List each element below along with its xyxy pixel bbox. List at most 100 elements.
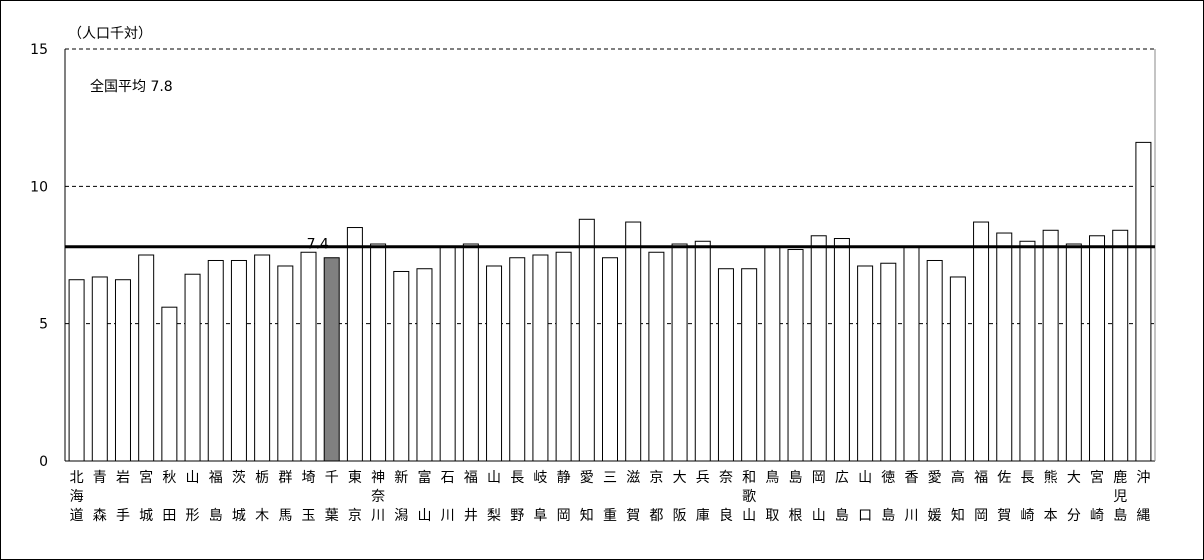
x-label-24-1: 賀 [626,508,640,524]
x-label-28-1: 良 [719,508,733,524]
x-label-40-1: 賀 [997,508,1011,524]
bar-13 [370,243,387,462]
x-label-3-1: 城 [139,508,153,524]
x-label-24-0: 滋 [626,470,640,486]
bar-9 [277,265,294,462]
x-label-14-0: 新 [394,470,408,486]
x-label-43-0: 大 [1067,470,1081,486]
x-label-38-1: 知 [951,507,965,524]
bar-44 [1089,235,1106,462]
bar-36 [903,246,920,462]
x-label-33-0: 広 [835,470,849,486]
x-label-8-1: 木 [255,508,269,524]
y-tick-label-15: 15 [30,42,48,58]
x-label-20-1: 阜 [533,507,547,524]
x-label-45-1: 児 [1113,489,1127,505]
x-label-33-1: 島 [835,508,849,524]
x-label-12-1: 京 [348,508,362,524]
x-label-25-0: 京 [649,470,663,486]
x-label-45-0: 鹿 [1113,469,1127,486]
bar-40 [996,232,1013,462]
bar-38 [949,276,966,462]
x-label-7-0: 茨 [232,470,246,486]
x-label-25-1: 都 [649,508,663,524]
bar-8 [254,254,271,462]
x-label-30-0: 鳥 [765,470,779,486]
bar-18 [486,265,503,462]
x-label-7-1: 城 [232,508,246,524]
x-label-2-0: 岩 [116,470,130,486]
bar-23 [602,257,618,462]
y-tick-label-0: 0 [39,454,48,470]
x-label-23-0: 三 [603,470,617,486]
x-label-37-1: 媛 [928,508,942,524]
y-tick-label-5: 5 [39,317,48,333]
bar-11 [323,257,340,462]
bar-14 [393,270,410,462]
x-label-29-2: 山 [742,508,756,524]
bar-35 [880,262,897,462]
x-label-13-2: 川 [371,508,385,524]
x-label-35-1: 島 [881,508,895,524]
bar-20 [532,254,549,462]
average-note: 全国平均 7.8 [90,78,173,95]
x-label-31-1: 根 [789,508,803,524]
x-label-0-0: 北 [70,470,84,486]
x-label-4-0: 秋 [162,470,176,486]
bar-24 [625,221,642,462]
bar-21 [555,251,572,462]
x-label-9-0: 群 [278,470,292,486]
x-label-5-1: 形 [186,508,200,524]
x-label-16-0: 石 [441,470,455,486]
x-label-32-0: 岡 [812,470,826,486]
x-label-8-0: 栃 [255,470,269,486]
x-label-13-1: 奈 [371,489,385,505]
x-label-27-1: 庫 [696,507,710,524]
bar-6 [207,259,224,462]
x-label-22-1: 知 [580,507,594,524]
x-label-15-1: 山 [417,508,431,524]
bar-5 [184,273,201,462]
x-label-12-0: 東 [348,470,362,486]
x-label-21-1: 岡 [557,508,571,524]
bar-31 [787,249,804,462]
x-label-5-0: 山 [186,470,200,486]
bars [68,141,1152,462]
bar-33 [833,238,850,462]
x-label-46-0: 沖 [1136,470,1150,486]
x-label-6-1: 島 [209,508,223,524]
x-label-1-1: 森 [93,508,107,524]
bar-15 [416,268,433,462]
x-label-13-0: 神 [371,470,385,486]
bar-12 [346,227,363,462]
bar-29 [741,268,758,462]
x-label-18-1: 梨 [487,508,501,524]
x-label-4-1: 田 [162,508,176,524]
x-label-29-0: 和 [742,470,756,486]
bar-27 [694,240,711,462]
x-label-0-2: 道 [70,508,84,524]
x-label-19-0: 長 [510,470,524,486]
x-tick-labels: 北海道青森岩手宮城秋田山形福島茨城栃木群馬埼玉千葉東京神奈川新潟富山石川福井山梨… [70,469,1151,524]
bar-10 [300,251,317,462]
bar-43 [1065,243,1082,462]
bar-16 [439,246,456,462]
x-label-11-1: 葉 [325,508,339,524]
bar-2 [114,279,131,462]
x-label-16-1: 川 [441,508,455,524]
x-label-14-1: 潟 [394,508,408,524]
x-label-37-0: 愛 [928,470,942,486]
x-label-36-0: 香 [904,470,918,486]
x-label-11-0: 千 [325,470,339,486]
bar-0 [68,279,85,462]
highlight-value-label: 7.4 [307,237,329,253]
y-tick-labels: 0 5 10 15 [30,42,48,470]
y-unit-label: （人口千対） [68,26,152,42]
bar-3 [138,254,155,462]
x-label-44-1: 崎 [1090,508,1104,524]
bar-28 [717,268,734,462]
x-label-42-0: 熊 [1044,470,1058,486]
x-label-6-0: 福 [209,470,223,486]
x-label-10-0: 埼 [302,470,316,486]
x-label-44-0: 宮 [1090,470,1104,486]
